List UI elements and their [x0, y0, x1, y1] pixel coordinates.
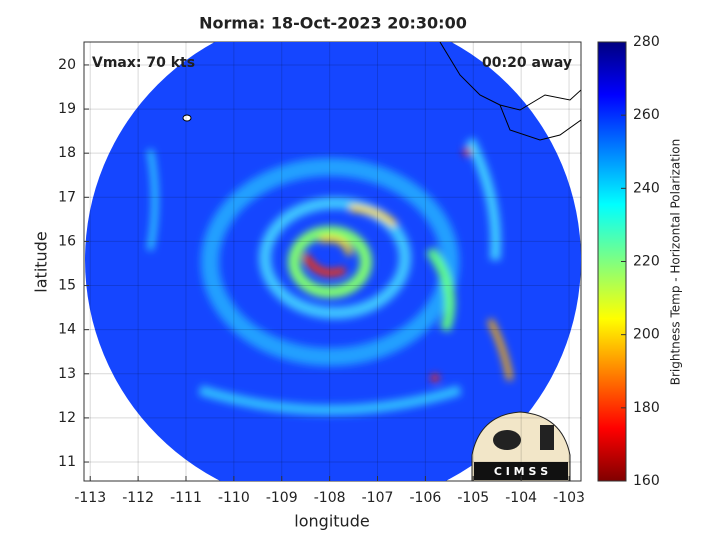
x-tick-label: -109	[266, 490, 298, 506]
x-tick-label: -104	[505, 490, 537, 506]
colorbar-tick-label: 180	[633, 400, 660, 416]
y-tick-label: 15	[58, 278, 76, 294]
chart-title: Norma: 18-Oct-2023 20:30:00	[199, 14, 467, 33]
annotation: Vmax: 70 kts	[92, 55, 195, 71]
y-tick-label: 17	[58, 189, 76, 205]
y-tick-label: 19	[58, 101, 76, 117]
storm-structure	[147, 137, 513, 415]
coastline	[439, 42, 581, 111]
x-axis-label: longitude	[294, 512, 369, 531]
x-tick-label: -108	[314, 490, 346, 506]
colorbar-tick-label: 220	[633, 254, 660, 270]
colorbar-label: Brightness Temp - Horizontal Polarizatio…	[669, 139, 683, 386]
x-tick-label: -107	[362, 490, 394, 506]
y-tick-label: 12	[58, 410, 76, 426]
colorbar-tick-label: 280	[633, 34, 660, 50]
island	[182, 114, 192, 122]
x-tick-label: -106	[409, 490, 441, 506]
border	[499, 104, 581, 141]
y-tick-label: 14	[58, 322, 76, 338]
y-tick-label: 20	[58, 57, 76, 73]
x-tick-label: -105	[457, 490, 489, 506]
satellite-image	[85, 42, 581, 481]
y-tick-label: 11	[58, 454, 76, 470]
x-tick-label: -110	[218, 490, 250, 506]
y-axis-label: latitude	[32, 231, 51, 292]
x-tick-label: -103	[553, 490, 585, 506]
logo: C I M S S	[471, 411, 571, 482]
x-tick-label: -111	[170, 490, 202, 506]
y-tick-label: 16	[58, 233, 76, 249]
colorbar-tick-label: 200	[633, 327, 660, 343]
y-tick-label: 13	[58, 366, 76, 382]
x-tick-label: -113	[74, 490, 106, 506]
logo-text: C I M S S	[494, 465, 548, 478]
annotation: 00:20 away	[482, 55, 572, 71]
x-tick-label: -112	[122, 490, 154, 506]
colorbar-tick-label: 260	[633, 107, 660, 123]
swath	[85, 42, 581, 481]
y-tick-label: 18	[58, 145, 76, 161]
colorbar-tick-label: 240	[633, 180, 660, 196]
colorbar-tick-label: 160	[633, 473, 660, 489]
